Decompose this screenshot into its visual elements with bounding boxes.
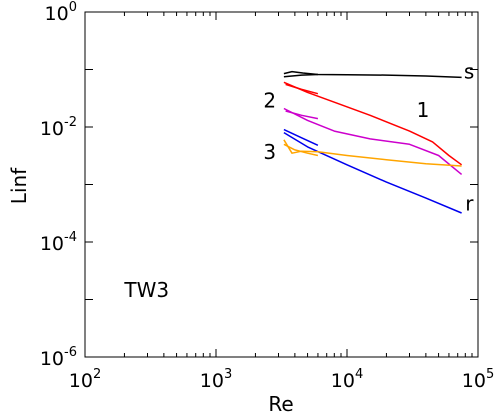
x-tick-label-0: 102 [69,367,101,392]
x-tick-label-2: 104 [331,367,363,392]
series-line-7 [283,128,319,146]
series-layer [283,70,463,214]
series-line-0 [283,70,462,79]
ticks-layer: 102 103 104 105 100 10-2 10-4 10-6 [40,0,494,392]
annotation-3: 2 [263,88,276,112]
y-tick-label-2: 10-4 [40,230,77,255]
x-axis-label: Re [268,392,293,416]
y-tick-label-3: 10-6 [40,345,77,370]
series-line-1 [283,73,318,78]
y-axis-label: Linf [7,167,31,204]
y-tick-label-0: 100 [45,0,77,25]
annotation-2: 1 [417,98,430,122]
series-line-8 [283,139,462,167]
x-tick-label-1: 103 [200,367,232,392]
plot-frame [84,11,479,358]
y-tick-label-1: 10-2 [40,115,77,140]
annotation-1: s [464,59,474,83]
annotation-5: r [465,192,474,216]
x-tick-label-3: 105 [462,367,494,392]
annotation-layer: TW3 s 1 2 3 r [123,59,474,302]
series-line-5 [285,110,319,120]
series-line-6 [283,131,462,214]
series-line-3 [285,83,319,95]
series-line-4 [283,107,463,175]
annotation-0: TW3 [123,278,169,302]
series-line-9 [283,143,319,157]
series-line-2 [283,81,463,166]
annotation-4: 3 [263,140,276,164]
